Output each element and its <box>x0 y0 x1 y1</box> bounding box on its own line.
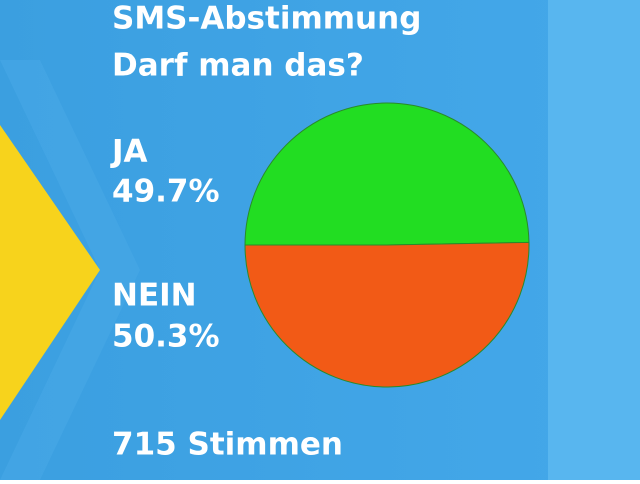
chevron <box>0 60 140 480</box>
label: JA <box>110 134 148 170</box>
yellow-shape <box>0 125 100 420</box>
subtitle: Darf man das? <box>112 48 364 84</box>
title: SMS-Abstimmung <box>112 1 421 37</box>
pie-slice <box>244 102 530 246</box>
right-stripe <box>548 0 640 480</box>
label: NEIN <box>112 278 197 314</box>
annotation: 715 Stimmen <box>112 427 343 463</box>
pie-slice <box>244 241 530 388</box>
pie <box>244 102 530 388</box>
value-label: 50.3% <box>112 319 220 355</box>
value-label: 49.7% <box>112 174 220 210</box>
